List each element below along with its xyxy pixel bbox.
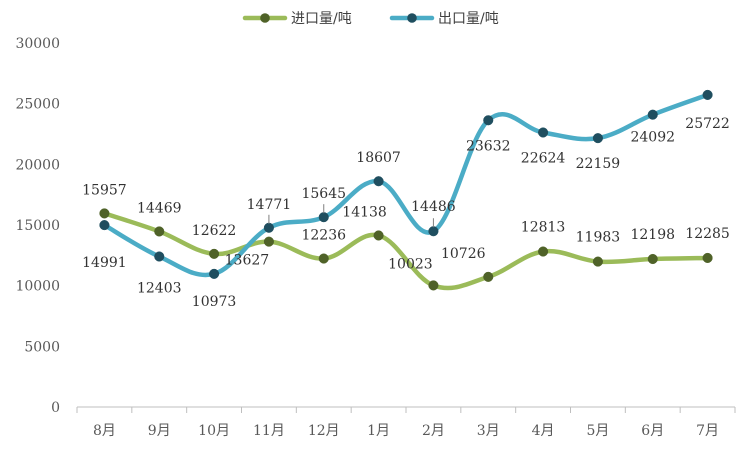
data-label: 23632 [466,138,511,154]
data-label: 22624 [521,150,566,166]
data-point [318,253,329,264]
x-tick-label: 1月 [367,423,390,439]
data-label: 14991 [82,255,127,271]
y-tick-label: 5000 [24,339,60,355]
data-label: 12285 [685,226,730,242]
data-label: 12403 [137,281,182,297]
data-point [209,248,220,259]
data-point [647,253,658,265]
data-point [647,109,658,120]
x-tick-label: 12月 [308,423,340,439]
data-labels: 15957 14469 12622 13627 12236 14138 10023 10726… [82,116,730,310]
data-label: 22159 [576,156,621,172]
data-label: 15957 [82,182,127,198]
data-point [373,230,384,241]
data-label: 12622 [192,223,237,239]
x-tick-label: 7月 [696,423,719,439]
data-point [263,236,274,247]
data-point [702,252,713,263]
x-tick-label: 8月 [93,423,116,439]
x-tick-label: 11月 [253,423,285,439]
x-tick-label: 3月 [477,423,500,439]
data-label: 14469 [137,200,182,216]
data-point [263,222,274,233]
y-axis: 0 5000 10000 15000 20000 25000 30000 [15,36,60,416]
x-tick-label: 5月 [586,423,609,439]
data-point [318,212,329,223]
data-point [538,127,549,138]
data-point [154,226,165,237]
series-layer [99,89,713,291]
data-label: 18607 [356,150,401,166]
data-point [483,271,494,282]
x-tick-label: 4月 [532,423,555,439]
data-label: 10726 [441,246,486,262]
data-label: 12236 [301,228,346,244]
x-axis: 8月 9月 10月 11月 12月 1月 2月 3月 4月 5月 6月 7月 [76,406,736,439]
y-tick-label: 15000 [15,218,60,234]
data-label: 11983 [576,230,621,246]
data-point [99,208,110,219]
data-label: 10023 [388,256,433,272]
data-point [483,115,494,126]
data-point [592,256,603,267]
legend-entry: 进口量/吨 [291,11,352,27]
data-point [209,268,220,279]
data-label: 24092 [630,130,675,146]
data-point [592,133,603,144]
x-tick-label: 10月 [198,423,230,439]
data-point [154,251,165,262]
legend-entry: 出口量/吨 [438,11,499,27]
data-point [428,280,439,291]
data-label: 25722 [685,116,730,132]
data-label: 12813 [521,220,566,236]
data-point [702,89,713,100]
x-tick-label: 6月 [641,423,664,439]
y-tick-label: 25000 [15,97,60,113]
data-point [373,176,384,187]
data-label: 12198 [630,227,675,243]
data-point [538,246,549,257]
data-label: 10973 [192,294,237,310]
legend: 进口量/吨 出口量/吨 [242,11,499,27]
data-point [428,226,439,237]
x-tick-label: 2月 [422,423,445,439]
y-tick-label: 20000 [15,157,60,173]
legend-swatch-marker [260,13,270,23]
data-label: 14138 [342,204,387,220]
x-tick-label: 9月 [148,423,171,439]
data-point [99,220,110,231]
data-label: 14771 [247,197,292,213]
y-tick-label: 10000 [15,279,60,295]
y-tick-label: 30000 [15,36,60,52]
legend-swatch-marker [407,13,417,23]
y-tick-label: 0 [51,400,60,416]
data-label: 15645 [301,186,346,202]
data-label: 13627 [225,253,270,269]
data-label: 14486 [411,199,456,215]
